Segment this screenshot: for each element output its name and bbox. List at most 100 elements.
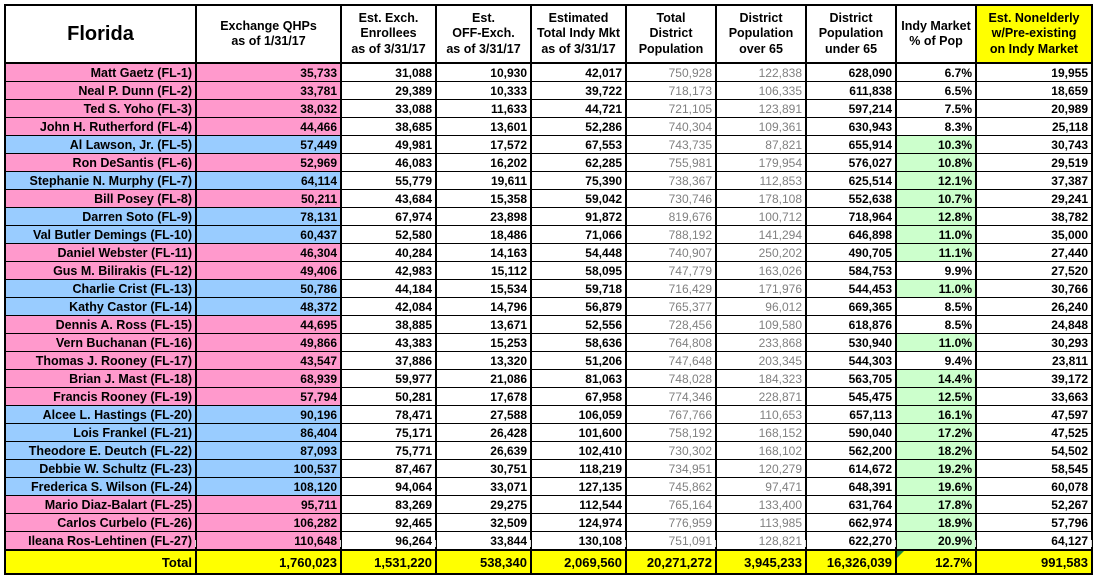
under65-cell[interactable]: 597,214: [805, 99, 897, 118]
header-est-total-indy-mkt[interactable]: Estimated Total Indy Mkt as of 3/31/17: [530, 4, 627, 64]
indy-pct-cell[interactable]: 8.5%: [895, 297, 977, 316]
under65-cell[interactable]: 530,940: [805, 333, 897, 352]
enrollees-cell[interactable]: 96,264: [340, 531, 437, 551]
indy-pct-cell[interactable]: 10.8%: [895, 153, 977, 172]
rep-name-cell[interactable]: Carlos Curbelo (FL-26): [4, 513, 197, 532]
nonelderly-cell[interactable]: 47,525: [975, 423, 1093, 442]
over65-cell[interactable]: 203,345: [715, 351, 807, 370]
qhp-cell[interactable]: 57,794: [195, 387, 342, 406]
enrollees-cell[interactable]: 38,885: [340, 315, 437, 334]
rep-name-cell[interactable]: Stephanie N. Murphy (FL-7): [4, 171, 197, 190]
nonelderly-cell[interactable]: 37,387: [975, 171, 1093, 190]
rep-name-cell[interactable]: Dennis A. Ross (FL-15): [4, 315, 197, 334]
header-total-district-population[interactable]: Total District Population: [625, 4, 717, 64]
indy-pct-cell[interactable]: 8.3%: [895, 117, 977, 136]
off-exch-cell[interactable]: 10,930: [435, 62, 532, 82]
enrollees-cell[interactable]: 46,083: [340, 153, 437, 172]
enrollees-cell[interactable]: 44,184: [340, 279, 437, 298]
enrollees-cell[interactable]: 33,088: [340, 99, 437, 118]
indy-pct-cell[interactable]: 6.5%: [895, 81, 977, 100]
under65-cell[interactable]: 618,876: [805, 315, 897, 334]
population-cell[interactable]: 788,192: [625, 225, 717, 244]
nonelderly-cell[interactable]: 30,743: [975, 135, 1093, 154]
indy-mkt-cell[interactable]: 127,135: [530, 477, 627, 496]
rep-name-cell[interactable]: Daniel Webster (FL-11): [4, 243, 197, 262]
over65-cell[interactable]: 122,838: [715, 62, 807, 82]
over65-cell[interactable]: 100,712: [715, 207, 807, 226]
indy-mkt-cell[interactable]: 58,636: [530, 333, 627, 352]
off-exch-cell[interactable]: 29,275: [435, 495, 532, 514]
off-exch-cell[interactable]: 13,601: [435, 117, 532, 136]
indy-pct-cell[interactable]: 17.2%: [895, 423, 977, 442]
population-cell[interactable]: 819,676: [625, 207, 717, 226]
indy-pct-cell[interactable]: 10.3%: [895, 135, 977, 154]
indy-pct-cell[interactable]: 9.9%: [895, 261, 977, 280]
rep-name-cell[interactable]: Vern Buchanan (FL-16): [4, 333, 197, 352]
under65-cell[interactable]: 576,027: [805, 153, 897, 172]
population-cell[interactable]: 728,456: [625, 315, 717, 334]
indy-pct-cell[interactable]: 16.1%: [895, 405, 977, 424]
total-enrollees-cell[interactable]: 1,531,220: [340, 549, 437, 575]
qhp-cell[interactable]: 108,120: [195, 477, 342, 496]
off-exch-cell[interactable]: 26,428: [435, 423, 532, 442]
nonelderly-cell[interactable]: 25,118: [975, 117, 1093, 136]
enrollees-cell[interactable]: 92,465: [340, 513, 437, 532]
under65-cell[interactable]: 622,270: [805, 531, 897, 551]
qhp-cell[interactable]: 49,406: [195, 261, 342, 280]
nonelderly-cell[interactable]: 60,078: [975, 477, 1093, 496]
off-exch-cell[interactable]: 17,572: [435, 135, 532, 154]
indy-pct-cell[interactable]: 18.9%: [895, 513, 977, 532]
enrollees-cell[interactable]: 83,269: [340, 495, 437, 514]
indy-pct-cell[interactable]: 11.1%: [895, 243, 977, 262]
under65-cell[interactable]: 584,753: [805, 261, 897, 280]
indy-pct-cell[interactable]: 19.2%: [895, 459, 977, 478]
indy-pct-cell[interactable]: 20.9%: [895, 531, 977, 551]
enrollees-cell[interactable]: 52,580: [340, 225, 437, 244]
rep-name-cell[interactable]: Ileana Ros-Lehtinen (FL-27): [4, 531, 197, 551]
header-est-off-exch[interactable]: Est. OFF-Exch. as of 3/31/17: [435, 4, 532, 64]
nonelderly-cell[interactable]: 30,293: [975, 333, 1093, 352]
indy-mkt-cell[interactable]: 54,448: [530, 243, 627, 262]
off-exch-cell[interactable]: 18,486: [435, 225, 532, 244]
rep-name-cell[interactable]: Mario Diaz-Balart (FL-25): [4, 495, 197, 514]
under65-cell[interactable]: 545,475: [805, 387, 897, 406]
over65-cell[interactable]: 250,202: [715, 243, 807, 262]
off-exch-cell[interactable]: 15,112: [435, 261, 532, 280]
indy-mkt-cell[interactable]: 91,872: [530, 207, 627, 226]
enrollees-cell[interactable]: 38,685: [340, 117, 437, 136]
over65-cell[interactable]: 178,108: [715, 189, 807, 208]
enrollees-cell[interactable]: 43,383: [340, 333, 437, 352]
indy-pct-cell[interactable]: 11.0%: [895, 279, 977, 298]
rep-name-cell[interactable]: Frederica S. Wilson (FL-24): [4, 477, 197, 496]
rep-name-cell[interactable]: Alcee L. Hastings (FL-20): [4, 405, 197, 424]
population-cell[interactable]: 745,862: [625, 477, 717, 496]
over65-cell[interactable]: 163,026: [715, 261, 807, 280]
under65-cell[interactable]: 655,914: [805, 135, 897, 154]
population-cell[interactable]: 730,302: [625, 441, 717, 460]
indy-mkt-cell[interactable]: 102,410: [530, 441, 627, 460]
indy-mkt-cell[interactable]: 56,879: [530, 297, 627, 316]
over65-cell[interactable]: 184,323: [715, 369, 807, 388]
qhp-cell[interactable]: 50,211: [195, 189, 342, 208]
total-indy-mkt-cell[interactable]: 2,069,560: [530, 549, 627, 575]
nonelderly-cell[interactable]: 19,955: [975, 62, 1093, 82]
qhp-cell[interactable]: 106,282: [195, 513, 342, 532]
population-cell[interactable]: 747,648: [625, 351, 717, 370]
total-nonelderly-cell[interactable]: 991,583: [975, 549, 1093, 575]
nonelderly-cell[interactable]: 30,766: [975, 279, 1093, 298]
population-cell[interactable]: 747,779: [625, 261, 717, 280]
under65-cell[interactable]: 630,943: [805, 117, 897, 136]
rep-name-cell[interactable]: Darren Soto (FL-9): [4, 207, 197, 226]
population-cell[interactable]: 776,959: [625, 513, 717, 532]
over65-cell[interactable]: 109,580: [715, 315, 807, 334]
over65-cell[interactable]: 228,871: [715, 387, 807, 406]
indy-mkt-cell[interactable]: 62,285: [530, 153, 627, 172]
off-exch-cell[interactable]: 15,253: [435, 333, 532, 352]
qhp-cell[interactable]: 35,733: [195, 62, 342, 82]
header-state[interactable]: Florida: [4, 4, 197, 64]
population-cell[interactable]: 740,304: [625, 117, 717, 136]
under65-cell[interactable]: 625,514: [805, 171, 897, 190]
indy-pct-cell[interactable]: 11.0%: [895, 225, 977, 244]
indy-mkt-cell[interactable]: 112,544: [530, 495, 627, 514]
indy-mkt-cell[interactable]: 52,556: [530, 315, 627, 334]
